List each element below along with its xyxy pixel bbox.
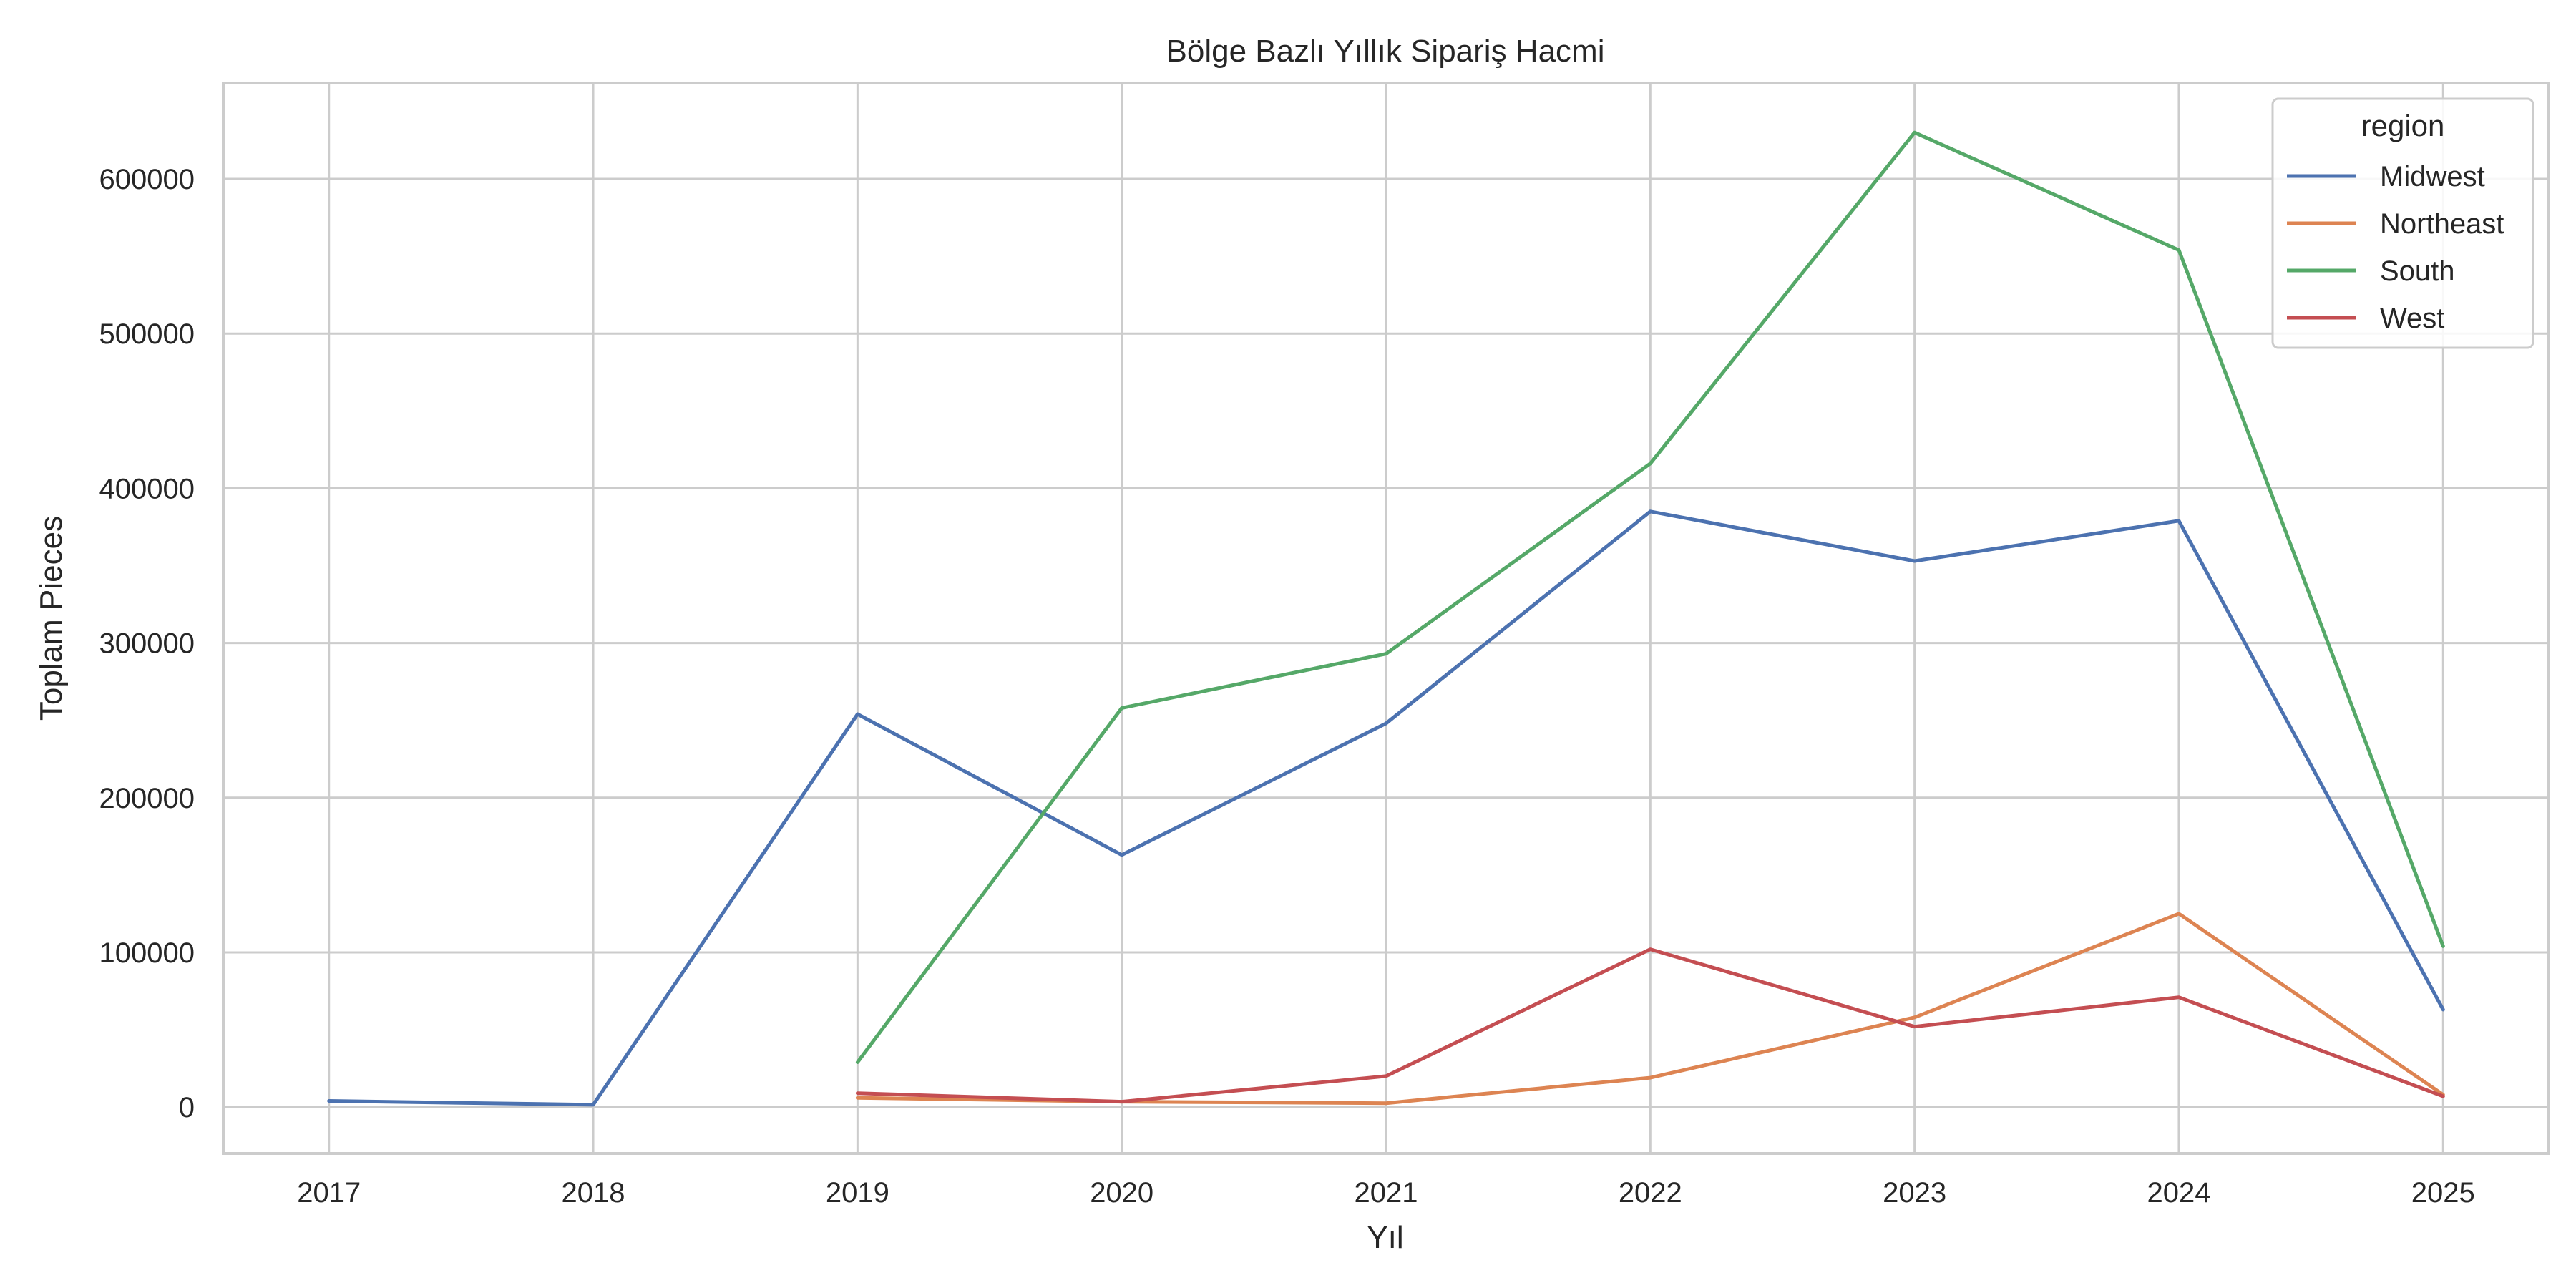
y-tick-label: 300000 [99, 628, 195, 660]
y-tick-label: 0 [179, 1092, 195, 1123]
y-tick-label: 600000 [99, 164, 195, 195]
x-axis-ticks: 2017 2018 2019 2020 2021 2022 2023 2024 2025 [297, 1177, 2475, 1209]
series-line-west [855, 947, 2445, 1104]
grid-lines [223, 83, 2549, 1153]
legend-label-south: South [2380, 255, 2455, 287]
y-tick-label: 200000 [99, 783, 195, 814]
x-tick-label: 2021 [1355, 1177, 1418, 1209]
y-axis-ticks: 0 100000 200000 300000 400000 500000 600000 [99, 164, 195, 1123]
series-line-south [855, 130, 2445, 1064]
x-tick-label: 2025 [2411, 1177, 2475, 1209]
legend-label-west: West [2380, 303, 2444, 334]
x-tick-label: 2018 [562, 1177, 625, 1209]
legend-title: region [2361, 109, 2445, 142]
y-tick-label: 500000 [99, 318, 195, 350]
x-tick-label: 2022 [1619, 1177, 1682, 1209]
legend-items: Midwest Northeast South West [2287, 161, 2504, 334]
legend-label-northeast: Northeast [2380, 208, 2504, 240]
plot-frame [222, 82, 2550, 1155]
x-tick-label: 2024 [2147, 1177, 2210, 1209]
x-axis-label: Yıl [1367, 1220, 1403, 1255]
x-tick-label: 2017 [297, 1177, 361, 1209]
y-axis-label: Toplam Pieces [34, 516, 69, 721]
chart-title: Bölge Bazlı Yıllık Sipariş Hacmi [1166, 34, 1605, 69]
x-tick-label: 2020 [1090, 1177, 1153, 1209]
legend-label-midwest: Midwest [2380, 161, 2485, 192]
y-tick-label: 100000 [99, 937, 195, 969]
x-tick-label: 2023 [1883, 1177, 1946, 1209]
series-line-midwest [327, 509, 2445, 1107]
series-lines [327, 130, 2445, 1107]
x-tick-label: 2019 [826, 1177, 889, 1209]
legend: region Midwest Northeast South West [2271, 97, 2534, 349]
legend-box [2271, 97, 2534, 349]
y-tick-label: 400000 [99, 473, 195, 504]
